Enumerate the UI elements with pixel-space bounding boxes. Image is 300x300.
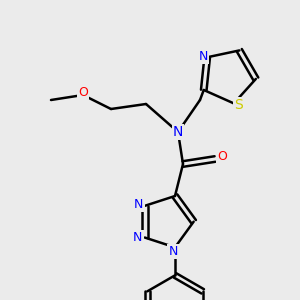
Text: N: N (168, 245, 178, 258)
Text: N: N (199, 50, 208, 63)
Text: S: S (234, 98, 243, 112)
Text: N: N (133, 231, 142, 244)
Text: N: N (173, 125, 183, 139)
Text: O: O (78, 85, 88, 98)
Text: N: N (134, 198, 143, 211)
Text: O: O (217, 151, 227, 164)
